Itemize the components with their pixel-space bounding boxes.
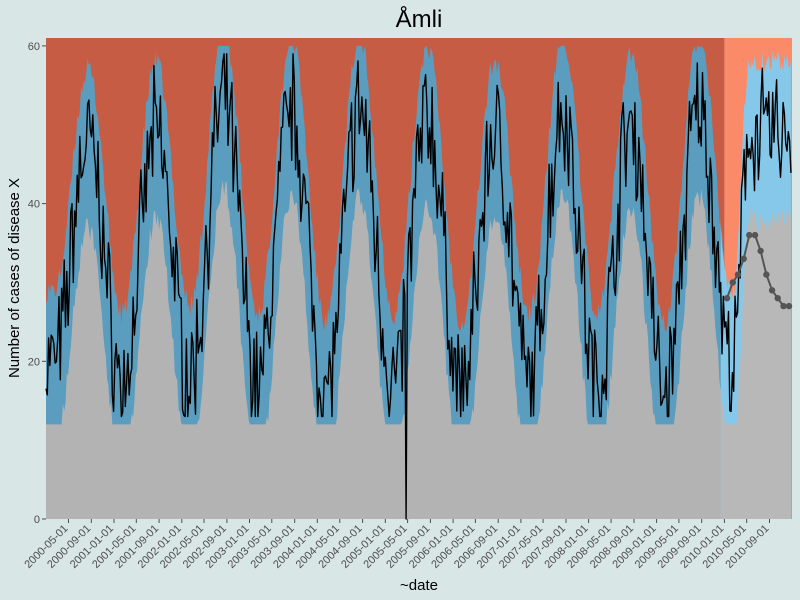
y-tick-label: 60 xyxy=(28,41,40,53)
chart-title: Åmli xyxy=(396,5,443,33)
forecast-series xyxy=(723,231,793,310)
forecast-point xyxy=(774,295,781,302)
cases-series xyxy=(45,53,792,520)
bands-layer xyxy=(46,38,792,520)
forecast-point xyxy=(751,231,759,239)
forecast-point xyxy=(785,302,793,310)
forecast-point xyxy=(763,271,770,278)
x-axis: 2000-05-012000-09-012001-01-012001-05-01… xyxy=(22,519,772,571)
cases-line xyxy=(45,53,792,520)
y-tick-label: 20 xyxy=(28,356,40,368)
x-axis-title: ~date xyxy=(400,577,438,594)
forecast-point xyxy=(723,295,731,302)
y-axis: 0 20 40 60 xyxy=(28,41,46,526)
forecast-point xyxy=(740,255,747,262)
low-band xyxy=(46,180,725,519)
y-axis-title: Number of cases of disease X xyxy=(6,178,23,378)
forecast-point xyxy=(757,247,764,255)
forecast-point xyxy=(734,271,742,278)
forecast-point xyxy=(768,287,776,294)
forecast-low-band xyxy=(720,207,791,519)
forecast-point xyxy=(780,302,787,310)
forecast-point xyxy=(746,231,753,239)
forecast-point xyxy=(729,279,736,286)
y-tick-label: 40 xyxy=(28,199,40,211)
y-tick-label: 0 xyxy=(34,514,40,526)
